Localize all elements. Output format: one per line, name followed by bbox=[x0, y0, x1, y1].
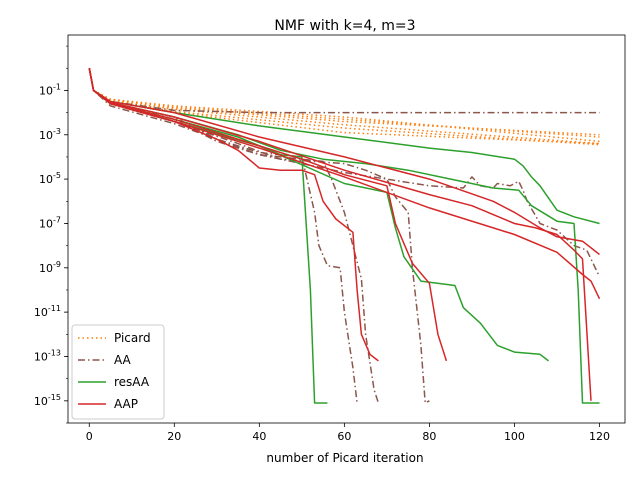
series-line-picard-2 bbox=[88, 68, 600, 136]
y-tick-label: 10-1 bbox=[39, 82, 61, 97]
series-line-aa-10 bbox=[88, 68, 601, 278]
series-line-aa-6 bbox=[88, 68, 600, 114]
y-tick-label: 10-11 bbox=[34, 304, 61, 319]
x-tick-label: 20 bbox=[167, 430, 181, 443]
x-tick-label: 80 bbox=[422, 430, 436, 443]
series-line-aap-19 bbox=[88, 68, 601, 300]
series-line-resaa-11 bbox=[88, 68, 600, 225]
legend-box bbox=[71, 324, 165, 420]
legend-label-aap: AAP bbox=[114, 397, 138, 411]
x-tick-label: 40 bbox=[252, 430, 266, 443]
legend-label-aa: AA bbox=[114, 353, 132, 367]
legend: Picard AA resAA AAP bbox=[71, 324, 165, 420]
y-tick-label: 10-15 bbox=[34, 393, 61, 408]
series-line-aap-18 bbox=[88, 68, 600, 256]
x-axis-label: number of Picard iteration bbox=[266, 451, 423, 465]
x-tick-label: 100 bbox=[504, 430, 525, 443]
x-tick-label: 120 bbox=[589, 430, 610, 443]
ticks-layer: 0 20 40 60 80 100 120 10-1 10-3 10-5 10-7 10-9 10-11… bbox=[34, 45, 610, 443]
axes-frame bbox=[67, 34, 626, 424]
series-line-picard-1 bbox=[88, 68, 600, 138]
series-line-picard-4 bbox=[88, 68, 600, 146]
y-tick-label: 10-7 bbox=[39, 215, 61, 230]
y-tick-label: 10-13 bbox=[34, 348, 61, 363]
y-tick-label: 10-5 bbox=[39, 171, 61, 186]
series-layer bbox=[88, 68, 601, 404]
x-tick-label: 0 bbox=[86, 430, 93, 443]
series-line-aa-9 bbox=[88, 68, 430, 404]
chart-title: NMF with k=4, m=3 bbox=[274, 18, 415, 34]
x-tick-label: 60 bbox=[337, 430, 351, 443]
legend-label-picard: Picard bbox=[114, 331, 151, 345]
series-line-aa-8 bbox=[88, 68, 380, 404]
legend-label-resaa: resAA bbox=[114, 375, 150, 389]
y-tick-label: 10-9 bbox=[39, 260, 61, 275]
series-line-aap-17 bbox=[88, 68, 592, 401]
y-tick-label: 10-3 bbox=[39, 127, 61, 142]
